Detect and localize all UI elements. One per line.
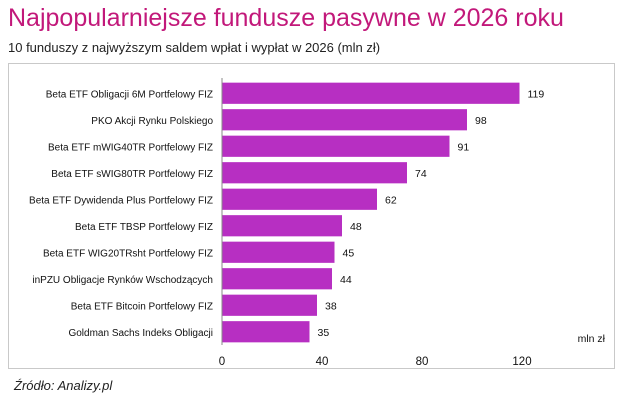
bar bbox=[222, 162, 407, 184]
category-label: Beta ETF mWIG40TR Portfelowy FIZ bbox=[48, 142, 213, 153]
data-label: 74 bbox=[415, 168, 427, 180]
bar bbox=[222, 135, 450, 157]
bar bbox=[222, 321, 310, 343]
bar bbox=[222, 241, 335, 263]
category-label: PKO Akcji Rynku Polskiego bbox=[91, 116, 213, 127]
data-label: 91 bbox=[458, 141, 470, 153]
category-label: Beta ETF WIG20TRsht Portfelowy FIZ bbox=[43, 248, 213, 259]
category-label: Beta ETF Dywidenda Plus Portfelowy FIZ bbox=[29, 195, 213, 206]
category-label: inPZU Obligacje Rynków Wschodzących bbox=[32, 275, 213, 286]
data-label: 35 bbox=[318, 327, 330, 339]
x-tick-label: 80 bbox=[416, 356, 429, 368]
category-label: Beta ETF Obligacji 6M Portfelowy FIZ bbox=[46, 89, 213, 100]
category-label: Goldman Sachs Indeks Obligacji bbox=[68, 328, 213, 339]
category-label: Beta ETF sWIG80TR Portfelowy FIZ bbox=[51, 169, 213, 180]
x-axis-label: mln zł bbox=[578, 333, 606, 345]
data-label: 119 bbox=[528, 88, 545, 100]
bar bbox=[222, 294, 317, 316]
category-label: Beta ETF Bitcoin Portfelowy FIZ bbox=[71, 301, 213, 312]
bar bbox=[222, 109, 467, 131]
data-label: 45 bbox=[343, 247, 355, 259]
data-label: 98 bbox=[475, 115, 487, 127]
source-note: Źródło: Analizy.pl bbox=[14, 378, 113, 393]
x-tick-label: 120 bbox=[512, 356, 531, 368]
data-label: 44 bbox=[340, 274, 352, 286]
x-tick-label: 0 bbox=[219, 356, 225, 368]
category-label: Beta ETF TBSP Portfelowy FIZ bbox=[75, 222, 213, 233]
bar bbox=[222, 188, 377, 210]
data-label: 62 bbox=[385, 194, 397, 206]
bar bbox=[222, 268, 332, 290]
chart-title: Najpopularniejsze fundusze pasywne w 202… bbox=[8, 4, 564, 32]
chart-frame bbox=[8, 63, 615, 369]
data-label: 38 bbox=[325, 300, 337, 312]
data-label: 48 bbox=[350, 221, 362, 233]
bar bbox=[222, 215, 342, 237]
chart-subtitle: 10 funduszy z najwyższym saldem wpłat i … bbox=[8, 40, 381, 55]
x-tick-label: 40 bbox=[316, 356, 329, 368]
bar bbox=[222, 82, 520, 104]
